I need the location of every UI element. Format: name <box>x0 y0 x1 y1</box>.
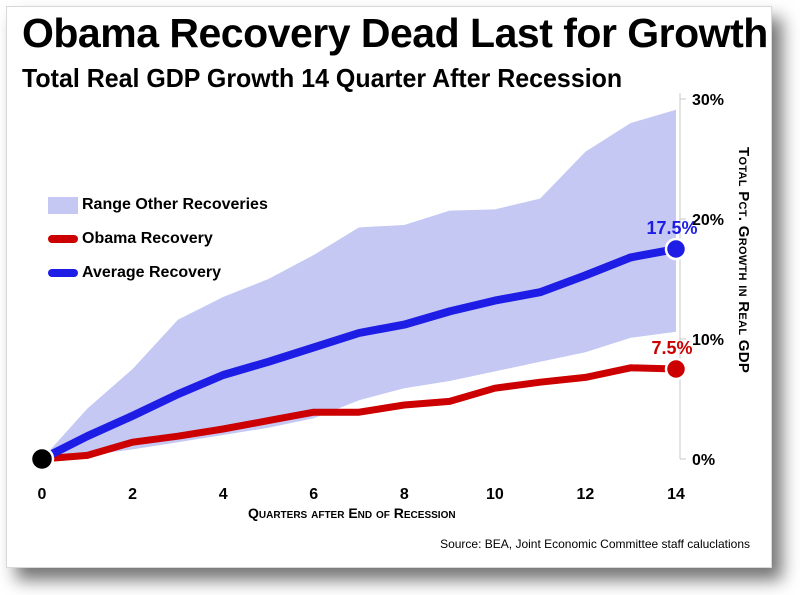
tick-labels: 0% 10% 20% 30% 0 2 4 6 8 10 12 14 7.5% 17.5% <box>38 92 724 503</box>
x-tick-label: 0 <box>38 486 47 503</box>
x-tick-label: 8 <box>400 486 409 503</box>
range-other-recoveries-area <box>42 109 676 460</box>
y-tick-label: 0% <box>692 452 715 469</box>
y-tick-label: 10% <box>692 332 724 349</box>
obama-recovery-end-marker <box>664 357 688 381</box>
origin-marker <box>29 446 55 472</box>
legend-swatch-obama <box>48 235 78 243</box>
x-tick-label: 2 <box>128 486 137 503</box>
source-note: Source: BEA, Joint Economic Committee st… <box>440 537 750 551</box>
axes <box>679 93 686 460</box>
y-tick-label: 20% <box>692 212 724 229</box>
legend-item-average: Average Recovery <box>48 256 268 290</box>
legend-swatch-average <box>48 269 78 277</box>
obama-recovery-end-label: 7.5% <box>651 338 692 358</box>
series-markers <box>29 237 688 472</box>
y-axis-label: Total Pct. Growth in Real GDP <box>735 147 752 374</box>
x-axis-label: Quarters after End of Recession <box>248 505 456 521</box>
series-lines <box>38 245 680 463</box>
legend-label-range: Range Other Recoveries <box>82 196 268 213</box>
legend-label-obama: Obama Recovery <box>82 230 213 247</box>
average-recovery-line <box>38 245 680 463</box>
legend-label-average: Average Recovery <box>82 264 222 281</box>
obama-recovery-line <box>38 364 680 463</box>
average-recovery-end-label: 17.5% <box>646 218 697 238</box>
x-tick-label: 10 <box>486 486 504 503</box>
x-tick-label: 12 <box>577 486 595 503</box>
x-tick-label: 4 <box>219 486 228 503</box>
chart-title: Obama Recovery Dead Last for Growth <box>22 10 768 56</box>
x-tick-label: 14 <box>667 486 685 503</box>
legend-item-obama: Obama Recovery <box>48 222 268 256</box>
y-tick-label: 30% <box>692 92 724 109</box>
legend-item-range: Range Other Recoveries <box>48 188 268 222</box>
chart-subtitle: Total Real GDP Growth 14 Quarter After R… <box>22 63 623 93</box>
range-band <box>42 109 676 460</box>
legend-swatch-range <box>48 196 78 214</box>
legend: Range Other Recoveries Obama Recovery Av… <box>48 188 268 290</box>
average-recovery-end-marker <box>664 237 688 261</box>
x-tick-label: 6 <box>309 486 318 503</box>
